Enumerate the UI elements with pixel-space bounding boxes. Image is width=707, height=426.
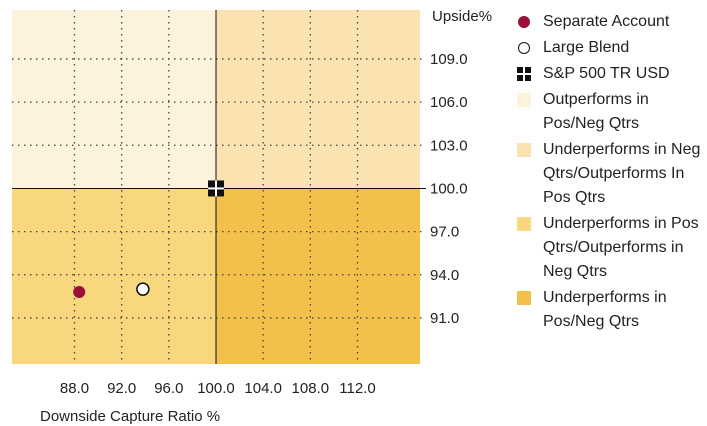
open-circle-icon [516,36,533,60]
y-tick-label: 106.0 [430,94,468,111]
legend-label: Separate Account [543,13,670,30]
cross-square-icon [516,62,533,86]
square-swatch-icon [516,138,533,162]
y-tick-label: 91.0 [430,310,459,327]
x-tick-label: 108.0 [292,380,330,397]
legend-item-separate-account: Separate Account [516,10,704,34]
legend-label: Underperforms in Pos Qtrs/Outperforms in… [543,215,699,280]
quadrant-top-left [12,10,216,189]
y-tick-label: 109.0 [430,51,468,68]
x-tick-label: 112.0 [339,380,375,397]
x-axis-ticks: 88.0 92.0 96.0 100.0 104.0 108.0 112.0 [60,380,376,397]
x-tick-label: 100.0 [197,380,235,397]
legend-item-underperforms-neg: Underperforms in Neg Qtrs/Outperforms In… [516,138,704,210]
x-axis-title: Downside Capture Ratio % [40,408,220,425]
quadrant-bottom-left [12,188,216,364]
y-axis-ticks: 91.0 94.0 97.0 100.0 103.0 106.0 109.0 [430,51,468,327]
y-tick-label: 97.0 [430,224,459,241]
legend-item-underperforms-both: Underperforms in Pos/Neg Qtrs [516,286,704,334]
filled-circle-icon [516,10,533,34]
chart-legend: Separate Account Large Blend S&P 500 TR … [516,10,704,336]
legend-item-underperforms-pos: Underperforms in Pos Qtrs/Outperforms in… [516,212,704,284]
point-separate-account [73,286,86,299]
x-tick-label: 96.0 [154,380,183,397]
y-tick-label: 94.0 [430,267,459,284]
y-tick-label: 103.0 [430,137,468,154]
quadrant-backgrounds [12,10,420,364]
legend-item-benchmark: S&P 500 TR USD [516,62,704,86]
data-points [73,180,224,299]
x-tick-label: 104.0 [244,380,282,397]
legend-label: Underperforms in Pos/Neg Qtrs [543,289,667,330]
quadrant-top-right [216,10,420,189]
legend-label: S&P 500 TR USD [543,65,670,82]
square-swatch-icon [516,88,533,112]
legend-label: Underperforms in Neg Qtrs/Outperforms In… [543,141,701,206]
point-benchmark [208,180,224,197]
legend-label: Outperforms in Pos/Neg Qtrs [543,91,649,132]
legend-item-outperforms: Outperforms in Pos/Neg Qtrs [516,88,704,136]
y-tick-label: 100.0 [430,180,468,197]
x-tick-label: 88.0 [60,380,89,397]
square-swatch-icon [516,212,533,236]
quadrant-bottom-right [216,188,420,364]
legend-item-large-blend: Large Blend [516,36,704,60]
y-axis-title: Upside% [432,8,492,25]
legend-label: Large Blend [543,39,630,56]
capture-ratio-chart: 91.0 94.0 97.0 100.0 103.0 106.0 109.0 88.0 92.… [12,8,492,425]
x-tick-label: 92.0 [107,380,136,397]
square-swatch-icon [516,286,533,310]
grid-lines [12,10,426,364]
point-large-blend [136,282,150,296]
